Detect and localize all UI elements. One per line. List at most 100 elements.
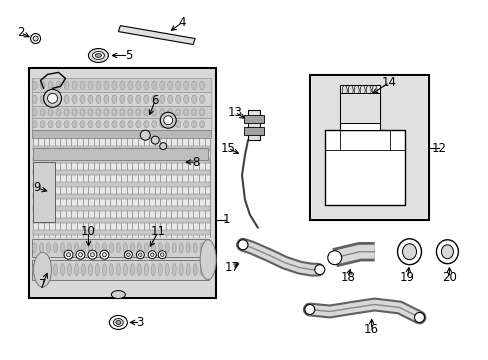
Ellipse shape xyxy=(116,320,121,324)
Ellipse shape xyxy=(46,264,50,276)
Text: 15: 15 xyxy=(220,141,235,155)
Ellipse shape xyxy=(191,121,196,128)
Ellipse shape xyxy=(40,81,45,90)
Ellipse shape xyxy=(130,243,134,253)
Bar xyxy=(33,194,210,199)
Ellipse shape xyxy=(43,89,61,107)
Ellipse shape xyxy=(48,81,53,90)
Ellipse shape xyxy=(109,243,113,253)
Ellipse shape xyxy=(56,121,61,128)
Ellipse shape xyxy=(136,121,141,128)
Ellipse shape xyxy=(33,36,38,41)
Bar xyxy=(339,85,379,130)
Text: 10: 10 xyxy=(81,225,96,238)
Ellipse shape xyxy=(144,243,148,253)
Bar xyxy=(33,218,210,223)
Ellipse shape xyxy=(64,95,69,103)
Ellipse shape xyxy=(88,81,93,90)
Bar xyxy=(32,260,209,280)
Bar xyxy=(33,170,210,175)
Ellipse shape xyxy=(109,315,127,329)
Ellipse shape xyxy=(179,264,183,276)
Ellipse shape xyxy=(193,264,197,276)
Ellipse shape xyxy=(48,109,53,116)
Ellipse shape xyxy=(160,253,163,256)
Ellipse shape xyxy=(127,121,133,128)
Ellipse shape xyxy=(130,264,134,276)
Ellipse shape xyxy=(436,240,457,264)
Ellipse shape xyxy=(160,121,164,128)
Ellipse shape xyxy=(56,109,61,116)
Ellipse shape xyxy=(53,264,58,276)
Ellipse shape xyxy=(199,121,204,128)
Text: 8: 8 xyxy=(192,156,200,168)
Ellipse shape xyxy=(136,109,141,116)
Ellipse shape xyxy=(151,95,157,103)
Bar xyxy=(33,162,55,222)
Ellipse shape xyxy=(136,81,141,90)
Ellipse shape xyxy=(72,81,77,90)
Ellipse shape xyxy=(238,240,247,250)
Ellipse shape xyxy=(76,250,85,259)
Ellipse shape xyxy=(160,109,164,116)
Text: 1: 1 xyxy=(222,213,229,226)
Ellipse shape xyxy=(151,109,157,116)
Ellipse shape xyxy=(199,81,204,90)
Ellipse shape xyxy=(175,81,180,90)
Ellipse shape xyxy=(175,109,180,116)
Ellipse shape xyxy=(40,243,43,253)
Ellipse shape xyxy=(143,81,148,90)
Ellipse shape xyxy=(186,243,190,253)
Bar xyxy=(339,93,379,123)
Bar xyxy=(247,110,260,140)
Ellipse shape xyxy=(160,143,166,150)
Ellipse shape xyxy=(183,95,188,103)
Ellipse shape xyxy=(144,264,148,276)
Ellipse shape xyxy=(126,253,130,256)
Ellipse shape xyxy=(148,251,156,259)
Ellipse shape xyxy=(143,95,148,103)
Ellipse shape xyxy=(95,243,99,253)
Ellipse shape xyxy=(56,81,61,90)
Ellipse shape xyxy=(304,305,314,315)
Bar xyxy=(33,162,55,222)
Ellipse shape xyxy=(88,109,93,116)
Bar xyxy=(309,75,428,220)
Ellipse shape xyxy=(327,251,341,265)
Ellipse shape xyxy=(138,253,142,256)
Ellipse shape xyxy=(183,121,188,128)
Ellipse shape xyxy=(103,121,109,128)
Ellipse shape xyxy=(191,81,196,90)
Ellipse shape xyxy=(67,243,71,253)
Ellipse shape xyxy=(47,93,58,103)
Ellipse shape xyxy=(140,130,150,140)
Ellipse shape xyxy=(80,109,85,116)
Ellipse shape xyxy=(158,243,162,253)
Ellipse shape xyxy=(53,243,58,253)
Ellipse shape xyxy=(64,109,69,116)
Ellipse shape xyxy=(160,81,164,90)
Ellipse shape xyxy=(165,243,169,253)
Ellipse shape xyxy=(72,95,77,103)
Ellipse shape xyxy=(81,264,85,276)
Ellipse shape xyxy=(96,121,101,128)
Ellipse shape xyxy=(48,121,53,128)
Ellipse shape xyxy=(116,264,120,276)
Ellipse shape xyxy=(402,244,416,260)
Ellipse shape xyxy=(414,312,424,323)
Ellipse shape xyxy=(183,81,188,90)
Text: 16: 16 xyxy=(364,323,378,336)
Text: 7: 7 xyxy=(39,278,46,291)
Bar xyxy=(33,182,210,187)
Text: 14: 14 xyxy=(381,76,396,89)
Ellipse shape xyxy=(95,54,101,58)
Ellipse shape xyxy=(127,95,133,103)
Bar xyxy=(32,239,209,257)
Ellipse shape xyxy=(123,243,127,253)
Ellipse shape xyxy=(102,264,106,276)
Text: 9: 9 xyxy=(33,181,40,194)
Ellipse shape xyxy=(32,121,37,128)
Ellipse shape xyxy=(64,250,73,259)
Ellipse shape xyxy=(72,121,77,128)
Ellipse shape xyxy=(137,243,141,253)
